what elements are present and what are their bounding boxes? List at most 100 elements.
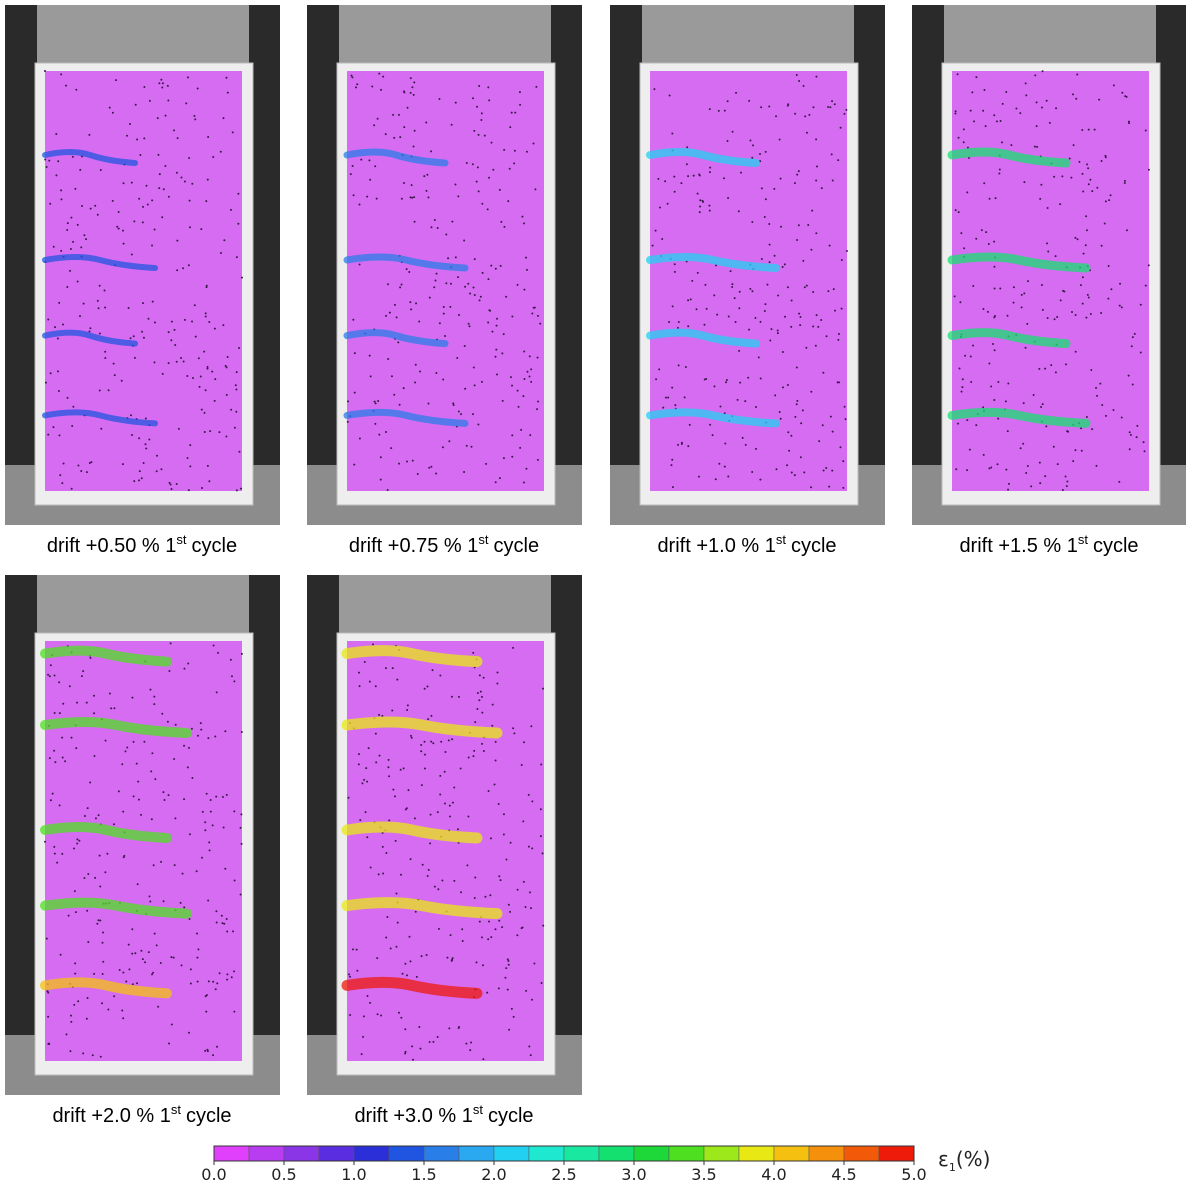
speckle	[463, 344, 466, 347]
speckle	[80, 246, 83, 249]
speckle	[487, 321, 490, 324]
speckle	[240, 813, 243, 816]
speckle	[478, 299, 481, 302]
speckle	[167, 195, 170, 198]
speckle	[176, 137, 179, 140]
speckle	[164, 165, 167, 168]
speckle	[1045, 99, 1048, 102]
speckle	[957, 136, 960, 139]
speckle	[509, 841, 512, 844]
speckle	[86, 909, 89, 912]
speckle	[130, 253, 133, 256]
speckle	[354, 86, 357, 89]
speckle	[161, 82, 164, 85]
speckle	[209, 810, 212, 813]
speckle	[235, 256, 238, 259]
speckle	[667, 396, 670, 399]
speckle	[395, 945, 398, 948]
speckle	[58, 804, 61, 807]
speckle	[503, 225, 506, 228]
speckle	[393, 136, 396, 139]
speckle	[173, 758, 176, 761]
speckle	[162, 900, 165, 903]
colorbar-segment	[773, 1145, 810, 1162]
speckle	[224, 867, 227, 870]
speckle	[209, 430, 212, 433]
speckle	[349, 173, 352, 176]
speckle	[677, 443, 680, 446]
speckle	[696, 271, 699, 274]
speckle	[212, 155, 215, 158]
speckle	[999, 287, 1002, 290]
speckle	[386, 915, 389, 918]
speckle	[127, 307, 130, 310]
speckle	[734, 321, 737, 324]
speckle	[408, 935, 411, 938]
speckle	[775, 115, 778, 118]
speckle	[186, 766, 189, 769]
speckle	[480, 112, 483, 115]
speckle	[406, 704, 409, 707]
speckle	[60, 189, 63, 192]
speckle	[85, 471, 88, 474]
speckle	[189, 465, 192, 468]
crack	[343, 253, 469, 272]
speckle	[402, 767, 405, 770]
speckle	[447, 739, 450, 742]
speckle	[205, 286, 208, 289]
speckle	[347, 796, 350, 799]
speckle	[496, 317, 499, 320]
speckle	[223, 922, 226, 925]
speckle	[953, 295, 956, 298]
speckle	[996, 463, 999, 466]
speckle	[409, 858, 412, 861]
colorbar-tick-label: 4.5	[831, 1165, 856, 1184]
speckle	[183, 798, 186, 801]
speckle	[513, 732, 516, 735]
speckle	[748, 328, 751, 331]
speckle	[969, 355, 972, 358]
speckle	[531, 847, 534, 850]
speckle	[738, 290, 741, 293]
speckle	[142, 336, 145, 339]
speckle	[793, 182, 796, 185]
speckle	[795, 403, 798, 406]
speckle	[207, 136, 210, 139]
speckle	[526, 370, 529, 373]
speckle	[385, 852, 388, 855]
speckle	[1072, 144, 1075, 147]
speckle	[196, 980, 199, 983]
speckle	[496, 682, 499, 685]
speckle	[438, 97, 441, 100]
speckle	[415, 302, 418, 305]
speckle	[240, 842, 243, 845]
speckle	[494, 267, 497, 270]
speckle	[831, 469, 834, 472]
speckle	[442, 312, 445, 315]
speckle	[699, 205, 702, 208]
speckle	[131, 983, 134, 986]
speckle	[830, 153, 833, 156]
speckle	[966, 419, 969, 422]
speckle	[757, 356, 760, 359]
speckle	[1072, 460, 1075, 463]
speckle	[432, 742, 435, 745]
speckle	[519, 103, 522, 106]
speckle	[705, 378, 708, 381]
speckle	[528, 1045, 531, 1048]
speckle	[1129, 434, 1132, 437]
speckle	[779, 417, 782, 420]
speckle	[151, 752, 154, 755]
speckle	[1061, 488, 1064, 491]
speckle	[235, 489, 238, 492]
speckle	[73, 1003, 76, 1006]
crack	[646, 408, 780, 428]
speckle	[482, 749, 485, 752]
speckle	[101, 972, 104, 975]
colorbar-segment	[318, 1145, 355, 1162]
speckle	[402, 182, 405, 185]
speckle	[744, 400, 747, 403]
speckle	[844, 418, 847, 421]
speckle	[212, 644, 215, 647]
speckle	[477, 190, 480, 193]
